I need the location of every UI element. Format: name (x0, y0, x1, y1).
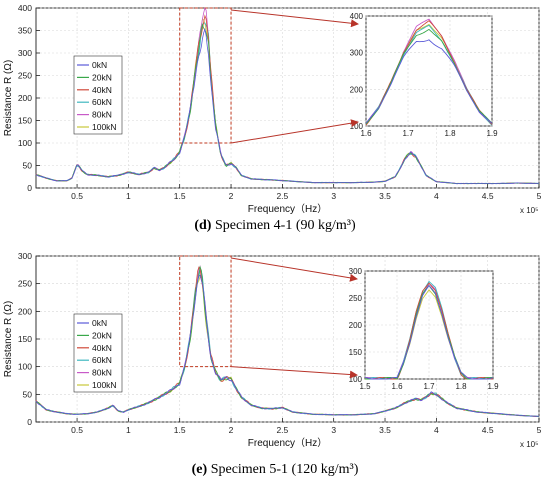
legend-entry-20kN: 20kN (92, 72, 112, 82)
x-tick-label: 3 (331, 425, 336, 435)
caption-d-letter: (d) (194, 218, 212, 233)
y-tick-label: 400 (18, 3, 32, 13)
inset-x-tick-label: 1.5 (359, 382, 371, 391)
y-tick-label: 150 (18, 116, 32, 126)
y-tick-label: 250 (18, 279, 32, 289)
zoom-box (179, 7, 232, 144)
inset-y-tick-label: 400 (350, 12, 364, 21)
y-tick-label: 0 (27, 417, 32, 427)
y-tick-label: 300 (18, 48, 32, 58)
legend-box (73, 55, 123, 135)
inset-x-tick-label: 1.7 (402, 129, 414, 138)
x-tick-label: 1.5 (174, 425, 186, 435)
x-tick-label: 5 (537, 425, 542, 435)
x-tick-label: 3.5 (379, 425, 391, 435)
y-axis-label: Resistance R (Ω) (3, 60, 14, 136)
y-axis-label: Resistance R (Ω) (3, 301, 14, 377)
legend-entry-100kN: 100kN (92, 380, 117, 390)
zoom-arrow-bottom (231, 366, 358, 379)
inset-x-tick-label: 1.9 (487, 382, 499, 391)
zoom-box (179, 255, 232, 368)
x-tick-label: 5 (537, 191, 542, 201)
y-tick-label: 100 (18, 138, 32, 148)
inset-x-tick-label: 1.8 (444, 129, 456, 138)
y-tick-label: 200 (18, 93, 32, 103)
series-line-0kN (35, 274, 540, 417)
caption-e: (e) Specimen 5-1 (120 kg/m³) (0, 462, 550, 478)
inset-y-tick-label: 200 (350, 85, 364, 94)
zoom-arrow-top (230, 257, 358, 282)
chart-specimen-4-1: 0.5 1 1.5 2 2.5 3 3.5 4 4.5 505010015020025030035… (3, 3, 542, 215)
inset-y-tick-label: 300 (349, 267, 363, 276)
inset-series-line-40kN (365, 20, 493, 126)
x-multiplier-label: x 10⁵ (520, 440, 538, 449)
inset-y-tick-label: 100 (349, 375, 363, 384)
x-tick-label: 2 (229, 191, 234, 201)
inset-frame (365, 15, 493, 127)
zoom-arrow-top (230, 9, 359, 28)
legend-entry-40kN: 40kN (92, 343, 112, 353)
x-tick-label: 4 (434, 425, 439, 435)
x-tick-label: 4.5 (482, 425, 494, 435)
legend-entry-0kN: 0kN (92, 318, 107, 328)
inset-series-line-0kN (365, 39, 493, 124)
legend-entry-40kN: 40kN (92, 85, 112, 95)
x-tick-label: 3 (331, 191, 336, 201)
x-tick-label: 2 (229, 425, 234, 435)
inset-y-tick-label: 250 (349, 294, 363, 303)
x-multiplier-label: x 10⁵ (520, 206, 538, 215)
y-tick-label: 200 (18, 306, 32, 316)
inset-y-tick-label: 200 (349, 321, 363, 330)
y-tick-label: 100 (18, 362, 32, 372)
x-axis-label: Frequency（Hz） (248, 437, 327, 449)
legend-entry-80kN: 80kN (92, 110, 112, 120)
x-axis-label: Frequency（Hz） (248, 203, 327, 215)
caption-e-letter: (e) (191, 462, 208, 477)
caption-e-text: Specimen 5-1 (120 kg/m³) (207, 462, 359, 477)
y-tick-label: 150 (18, 334, 32, 344)
x-tick-label: 0.5 (71, 425, 83, 435)
inset-x-tick-label: 1.9 (486, 129, 498, 138)
legend-entry-80kN: 80kN (92, 368, 112, 378)
x-tick-label: 1.5 (174, 191, 186, 201)
y-tick-label: 50 (23, 389, 33, 399)
legend-entry-60kN: 60kN (92, 355, 112, 365)
legend-entry-20kN: 20kN (92, 330, 112, 340)
y-tick-label: 300 (18, 251, 32, 261)
inset-x-tick-label: 1.7 (423, 382, 435, 391)
legend-entry-0kN: 0kN (92, 60, 107, 70)
x-tick-label: 1 (126, 191, 131, 201)
x-tick-label: 3.5 (379, 191, 391, 201)
inset-x-tick-label: 1.6 (360, 129, 372, 138)
y-tick-label: 350 (18, 26, 32, 36)
zoom-arrow-bottom (230, 119, 359, 144)
x-tick-label: 2.5 (276, 425, 288, 435)
caption-d: (d) Specimen 4-1 (90 kg/m³) (0, 218, 550, 234)
legend-entry-60kN: 60kN (92, 97, 112, 107)
x-tick-label: 1 (126, 425, 131, 435)
y-tick-label: 250 (18, 71, 32, 81)
inset-y-tick-label: 150 (349, 348, 363, 357)
x-tick-label: 0.5 (71, 191, 83, 201)
inset-series-line-0kN (364, 284, 494, 380)
x-tick-label: 4.5 (482, 191, 494, 201)
inset-x-tick-label: 1.6 (391, 382, 403, 391)
y-tick-label: 0 (27, 183, 32, 193)
series-line-0kN (35, 27, 540, 185)
legend-box (73, 313, 123, 393)
caption-d-text: Specimen 4-1 (90 kg/m³) (211, 218, 356, 233)
y-tick-label: 50 (23, 161, 33, 171)
chart-specimen-5-1: 0.5 1 1.5 2 2.5 3 3.5 4 4.5 50501001502002503001.… (3, 251, 542, 449)
x-tick-label: 2.5 (276, 191, 288, 201)
legend-entry-100kN: 100kN (92, 122, 117, 132)
inset-x-tick-label: 1.8 (455, 382, 467, 391)
x-tick-label: 4 (434, 191, 439, 201)
inset-y-tick-label: 300 (350, 49, 364, 58)
